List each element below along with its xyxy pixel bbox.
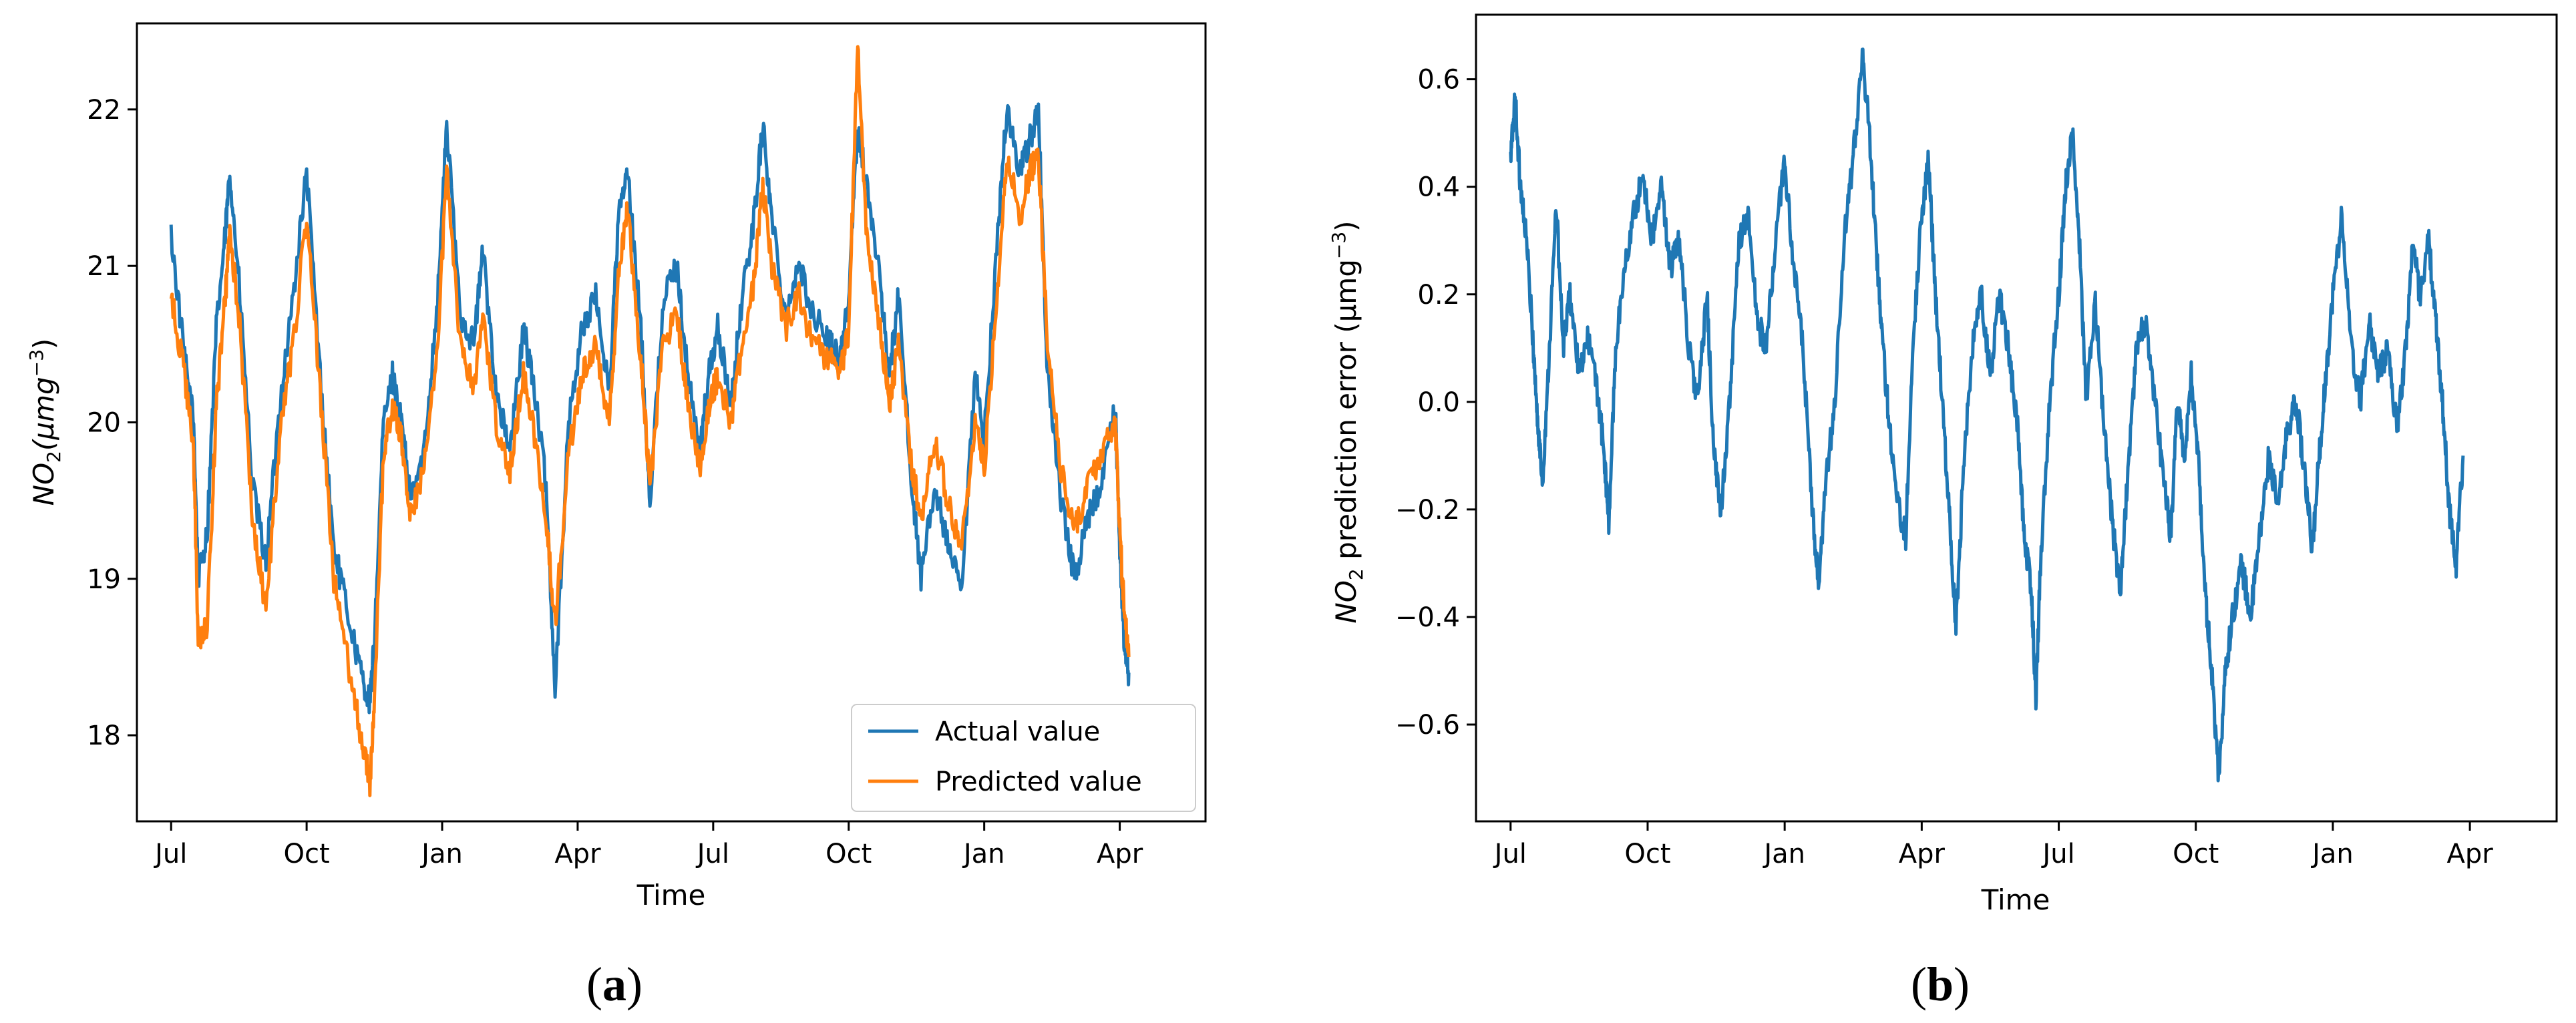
panel-b-y-ticks: −0.6 −0.4 −0.2 0.0 0.2 0.4 0.6	[1395, 65, 1476, 741]
panel-b-series-line-0	[1509, 47, 2465, 783]
panel-a-ylabel-sup: −3	[25, 349, 47, 377]
panel-b-x-tick-label: Apr	[2447, 839, 2494, 869]
panel-a-legend-box	[851, 704, 1196, 812]
panel-a-series-line-1	[169, 45, 1131, 797]
panel-b-ylabel-close: )	[1330, 220, 1362, 231]
panel-a-x-tick-label: Apr	[554, 839, 601, 869]
panel-b-y-tick-label: 0.4	[1417, 172, 1460, 203]
panel-a-caption-letter: a	[602, 958, 626, 1011]
panel-b-x-tick-label: Jul	[1493, 839, 1527, 869]
panel-b-x-ticks: Jul Oct Jan Apr Jul Oct Jan Apr	[1493, 821, 2494, 869]
panel-b-y-tick-label: 0.6	[1417, 65, 1460, 95]
panel-b: Jul Oct Jan Apr Jul Oct Jan Apr −0.6 −0.4 −0.2 0.0…	[1328, 13, 2558, 1011]
panel-b-x-axis-title: Time	[1981, 883, 2050, 916]
panel-b-ylabel-unit: prediction error (μmg	[1330, 259, 1362, 568]
panel-b-ylabel-main: NO	[1330, 580, 1362, 623]
panel-a-ylabel-main: NO	[27, 463, 60, 505]
panel-a-y-axis-title: NO2(μmg−3)	[25, 339, 65, 506]
panel-b-y-tick-label: −0.4	[1395, 602, 1460, 633]
panel-a-x-tick-label: Jul	[153, 839, 187, 869]
panel-a-y-tick-label: 21	[87, 251, 121, 282]
panel-b-y-axis-title: NO2 prediction error (μmg−3)	[1328, 220, 1367, 623]
legend-label-predicted: Predicted value	[935, 767, 1142, 797]
panel-b-plot-frame	[1475, 13, 2558, 823]
panel-b-series-layer	[1509, 47, 2465, 783]
panel-b-x-tick-label: Jan	[1762, 839, 1805, 869]
panel-b-x-tick-label: Jan	[2310, 839, 2354, 869]
panel-a-series-line-0	[169, 102, 1131, 714]
panel-a-plot-frame	[136, 22, 1207, 823]
panel-b-y-tick-label: −0.2	[1395, 495, 1460, 526]
panel-b-y-tick-label: 0.0	[1417, 387, 1460, 418]
panel-a: Jul Oct Jan Apr Jul Oct Jan Apr 18 19 20 21 22 Time…	[25, 22, 1207, 1011]
panel-a-y-tick-label: 19	[87, 564, 121, 595]
panel-b-x-tick-label: Oct	[1624, 839, 1670, 869]
panel-a-y-tick-label: 18	[87, 721, 121, 751]
panel-a-y-tick-label: 20	[87, 408, 121, 439]
panel-a-x-axis-title: Time	[636, 879, 706, 911]
panel-a-x-tick-label: Jan	[419, 839, 463, 869]
panel-a-x-ticks: Jul Oct Jan Apr Jul Oct Jan Apr	[153, 821, 1143, 869]
panel-b-x-tick-label: Jul	[2040, 839, 2074, 869]
panel-b-caption-letter: b	[1927, 958, 1954, 1011]
panel-a-ylabel-close: )	[27, 339, 60, 349]
panel-a-caption: (a)	[586, 958, 642, 1011]
panel-a-y-ticks: 18 19 20 21 22	[87, 95, 137, 751]
panel-a-y-tick-label: 22	[87, 95, 121, 126]
legend-label-actual: Actual value	[935, 717, 1100, 747]
panel-b-y-tick-label: 0.2	[1417, 280, 1460, 311]
panel-a-x-tick-label: Jan	[962, 839, 1005, 869]
panel-a-ylabel-sub: 2	[43, 451, 65, 463]
panel-a-x-tick-label: Oct	[284, 839, 330, 869]
panel-a-x-tick-label: Jul	[695, 839, 729, 869]
panel-a-x-tick-label: Oct	[825, 839, 872, 869]
panel-a-legend: Actual value Predicted value	[851, 704, 1196, 812]
panel-a-x-tick-label: Apr	[1097, 839, 1143, 869]
panel-b-ylabel-sup: −3	[1328, 232, 1350, 259]
panel-b-ylabel-sub: 2	[1345, 568, 1367, 580]
panel-a-series-layer	[169, 45, 1131, 797]
panel-b-x-tick-label: Oct	[2173, 839, 2219, 869]
panel-a-ylabel-unit: (μmg	[27, 377, 60, 451]
panel-b-caption: (b)	[1911, 958, 1970, 1011]
panel-b-y-tick-label: −0.6	[1395, 710, 1460, 741]
panel-b-x-tick-label: Apr	[1899, 839, 1946, 869]
